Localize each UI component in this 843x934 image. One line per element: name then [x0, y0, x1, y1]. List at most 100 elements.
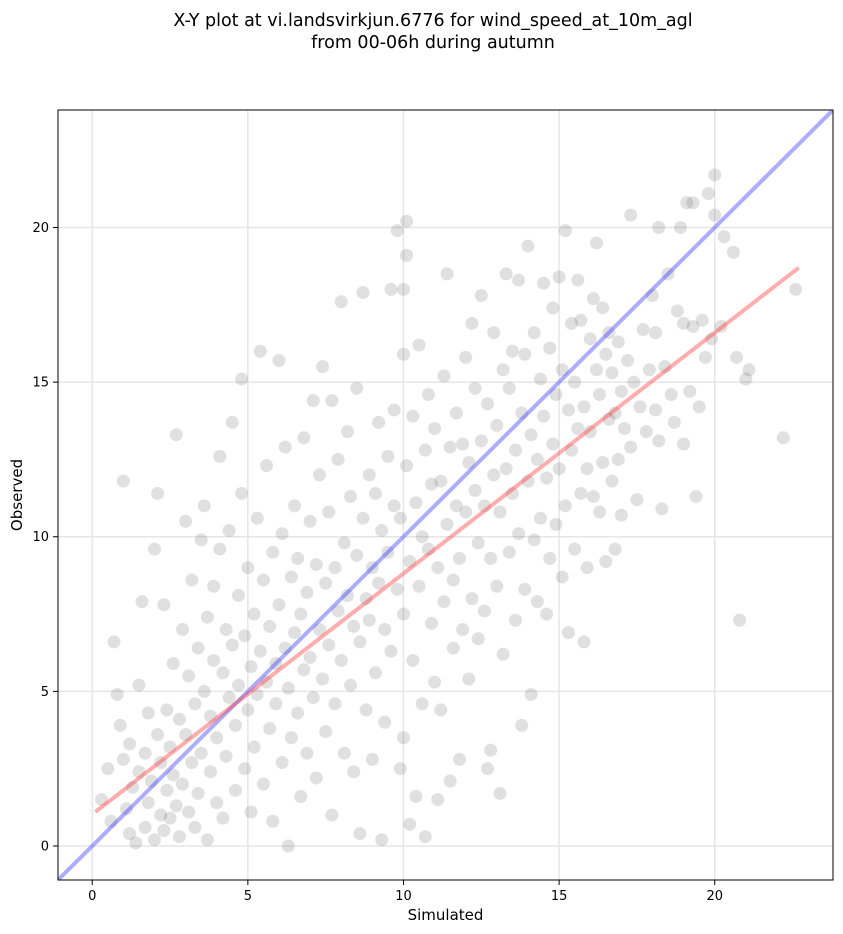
data-point — [449, 406, 463, 420]
data-point — [365, 752, 379, 766]
data-point — [312, 468, 326, 482]
data-point — [589, 363, 603, 377]
data-point — [263, 721, 277, 735]
data-point — [418, 830, 432, 844]
data-point — [356, 511, 370, 525]
data-point — [462, 672, 476, 686]
data-point — [328, 561, 342, 575]
data-point — [291, 551, 305, 565]
data-point — [113, 718, 127, 732]
data-point — [533, 372, 547, 386]
data-point — [207, 653, 221, 667]
data-point — [272, 598, 286, 612]
data-point — [717, 230, 731, 244]
data-point — [446, 641, 460, 655]
data-point — [453, 752, 467, 766]
data-point — [515, 406, 529, 420]
data-point — [686, 319, 700, 333]
data-point — [549, 517, 563, 531]
data-point — [477, 604, 491, 618]
data-point — [266, 814, 280, 828]
data-point — [101, 762, 115, 776]
data-point — [253, 644, 267, 658]
data-point — [412, 338, 426, 352]
data-point — [568, 375, 582, 389]
data-point — [655, 502, 669, 516]
data-point — [440, 267, 454, 281]
data-point — [546, 437, 560, 451]
data-point — [244, 660, 258, 674]
data-point — [303, 514, 317, 528]
data-point — [200, 833, 214, 847]
data-point — [141, 796, 155, 810]
x-tick-label-0: 0 — [88, 889, 96, 904]
data-point — [456, 623, 470, 637]
data-point — [406, 409, 420, 423]
data-point — [714, 319, 728, 333]
data-point — [244, 805, 258, 819]
data-point — [658, 360, 672, 374]
data-point — [350, 381, 364, 395]
data-point — [453, 551, 467, 565]
data-point — [524, 428, 538, 442]
data-point — [493, 505, 507, 519]
data-point — [667, 415, 681, 429]
data-point — [319, 725, 333, 739]
data-point — [281, 839, 295, 853]
data-point — [185, 755, 199, 769]
data-point — [175, 777, 189, 791]
data-point — [235, 372, 249, 386]
data-point — [446, 573, 460, 587]
data-point — [207, 579, 221, 593]
data-point — [138, 746, 152, 760]
data-point — [372, 576, 386, 590]
data-point — [104, 814, 118, 828]
data-point — [110, 687, 124, 701]
data-point — [509, 443, 523, 457]
data-point — [456, 437, 470, 451]
data-point — [375, 524, 389, 538]
data-point — [499, 267, 513, 281]
data-point — [730, 350, 744, 364]
plot-frame — [57, 109, 834, 881]
data-point — [331, 452, 345, 466]
data-point — [664, 387, 678, 401]
data-point — [459, 505, 473, 519]
data-point — [471, 632, 485, 646]
data-point — [527, 533, 541, 547]
data-point — [269, 697, 283, 711]
data-point — [372, 415, 386, 429]
grid — [58, 110, 833, 880]
data-point — [683, 384, 697, 398]
data-point — [459, 350, 473, 364]
data-point — [256, 777, 270, 791]
data-point — [288, 626, 302, 640]
data-point — [602, 412, 616, 426]
data-point — [624, 208, 638, 222]
data-point — [204, 709, 218, 723]
data-point — [555, 363, 569, 377]
data-point — [157, 824, 171, 838]
data-point — [266, 545, 280, 559]
data-point — [275, 755, 289, 769]
data-point — [191, 786, 205, 800]
data-point — [219, 623, 233, 637]
data-point — [179, 728, 193, 742]
data-point — [151, 486, 165, 500]
data-point — [185, 573, 199, 587]
data-point — [396, 347, 410, 361]
data-point — [549, 387, 563, 401]
data-point — [362, 468, 376, 482]
data-point — [123, 827, 137, 841]
data-point — [512, 273, 526, 287]
data-point — [484, 743, 498, 757]
data-point — [362, 613, 376, 627]
data-point — [381, 449, 395, 463]
data-point — [147, 833, 161, 847]
data-point — [418, 443, 432, 457]
data-point — [384, 282, 398, 296]
data-point — [400, 459, 414, 473]
data-point — [247, 740, 261, 754]
data-point — [253, 344, 267, 358]
